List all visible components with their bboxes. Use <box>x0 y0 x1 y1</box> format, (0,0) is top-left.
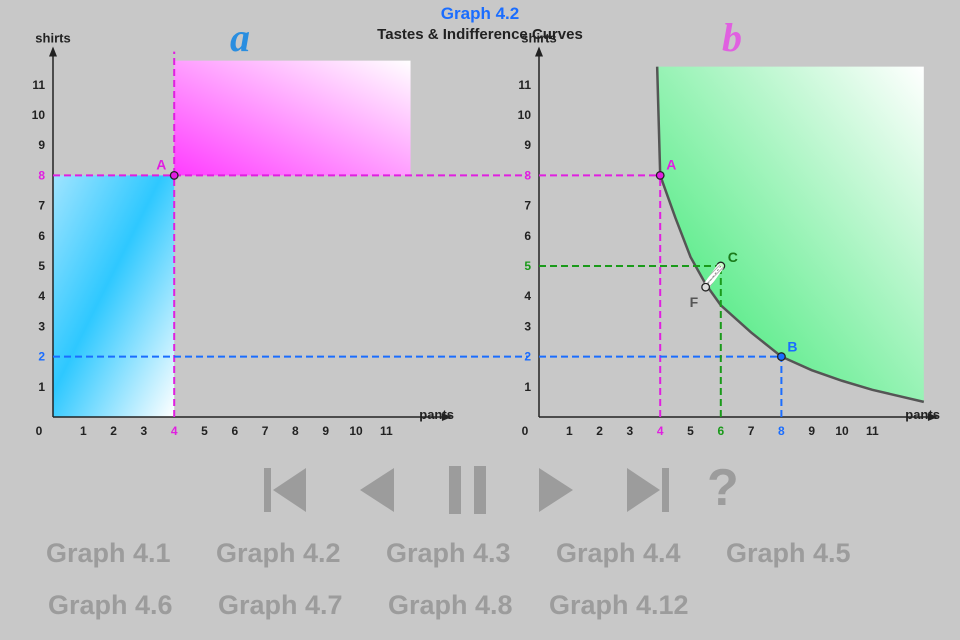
x-tick-label: 10 <box>349 424 363 438</box>
point-label-c: C <box>728 249 738 265</box>
preferred-region <box>657 66 924 402</box>
x-tick-label: 8 <box>778 424 785 438</box>
x-tick-label: 4 <box>657 424 664 438</box>
skip-forward-icon <box>627 468 669 512</box>
skip-back-icon <box>264 468 306 512</box>
x-tick-label: 10 <box>835 424 849 438</box>
prev-icon <box>360 468 394 512</box>
x-tick-label: 9 <box>808 424 815 438</box>
x-tick-label: 6 <box>717 424 724 438</box>
point-label-f: F <box>690 294 699 310</box>
graph-link-4-8[interactable]: Graph 4.8 <box>388 590 513 620</box>
x-tick-label: 5 <box>687 424 694 438</box>
graph-link-4-5[interactable]: Graph 4.5 <box>726 538 851 568</box>
y-tick-label: 5 <box>38 259 45 273</box>
x-axis-arrow <box>927 413 938 421</box>
page-subtitle: Tastes & Indifference Curves <box>377 26 583 43</box>
y-axis-arrow <box>535 46 543 57</box>
y-tick-label: 7 <box>524 199 531 213</box>
graph-link-4-12[interactable]: Graph 4.12 <box>549 590 689 620</box>
x-tick-label: 11 <box>866 424 879 438</box>
x-tick-label: 7 <box>748 424 755 438</box>
x-tick-label: 6 <box>231 424 238 438</box>
y-tick-label: 2 <box>524 350 531 364</box>
x-tick-label: 9 <box>322 424 329 438</box>
x-axis-arrow <box>441 413 452 421</box>
y-tick-label: 9 <box>38 138 45 152</box>
x-tick-label: 0 <box>522 424 529 438</box>
x-tick-label: 0 <box>36 424 43 438</box>
y-tick-label: 9 <box>524 138 531 152</box>
y-tick-label: 3 <box>38 319 45 333</box>
y-axis-label: shirts <box>35 31 70 46</box>
y-tick-label: 8 <box>38 168 45 182</box>
x-tick-label: 2 <box>110 424 117 438</box>
x-tick-label: 3 <box>627 424 634 438</box>
x-tick-label: 3 <box>141 424 148 438</box>
x-tick-label: 11 <box>380 424 393 438</box>
y-tick-label: 4 <box>524 289 531 303</box>
point-a <box>169 170 179 180</box>
y-tick-label: 4 <box>38 289 45 303</box>
point-label-a: A <box>666 156 676 172</box>
help-button[interactable]: ? <box>707 459 739 517</box>
y-tick-label: 1 <box>524 380 531 394</box>
x-axis-label: pants <box>905 407 940 422</box>
point-a <box>655 170 665 180</box>
page-title: Graph 4.2 <box>440 4 520 23</box>
y-axis-label: shirts <box>521 31 556 46</box>
y-tick-label: 5 <box>524 259 531 273</box>
first-button[interactable] <box>264 466 308 514</box>
point-label-b: B <box>787 339 797 355</box>
x-tick-label: 5 <box>201 424 208 438</box>
x-tick-label: 1 <box>566 424 573 438</box>
panel-b-label: b <box>722 15 742 60</box>
graph-link-4-6[interactable]: Graph 4.6 <box>48 590 173 620</box>
point-f <box>701 282 711 292</box>
x-axis-label: pants <box>419 407 454 422</box>
last-button[interactable] <box>625 466 669 514</box>
graph-link-4-3[interactable]: Graph 4.3 <box>386 538 511 568</box>
y-tick-label: 6 <box>38 229 45 243</box>
graph-link-4-7[interactable]: Graph 4.7 <box>218 590 343 620</box>
graph-link-4-1[interactable]: Graph 4.1 <box>46 538 171 568</box>
point-b <box>776 352 786 362</box>
y-axis-arrow <box>49 46 57 57</box>
x-tick-label: 7 <box>262 424 269 438</box>
region-worse <box>53 175 175 417</box>
x-tick-label: 8 <box>292 424 299 438</box>
graph-link-4-4[interactable]: Graph 4.4 <box>556 538 681 568</box>
y-tick-label: 8 <box>524 168 531 182</box>
next-icon <box>539 468 573 512</box>
graph-link-4-2[interactable]: Graph 4.2 <box>216 538 341 568</box>
y-tick-label: 10 <box>32 108 46 122</box>
y-tick-label: 1 <box>38 380 45 394</box>
region-better <box>174 60 411 176</box>
pause-icon <box>449 466 486 514</box>
panel-a-label: a <box>230 15 250 60</box>
x-tick-label: 2 <box>596 424 603 438</box>
x-tick-label: 1 <box>80 424 87 438</box>
y-tick-label: 11 <box>518 78 531 92</box>
y-tick-label: 6 <box>524 229 531 243</box>
next-button[interactable] <box>537 466 575 514</box>
y-tick-label: 3 <box>524 319 531 333</box>
y-tick-label: 7 <box>38 199 45 213</box>
x-tick-label: 4 <box>171 424 178 438</box>
prev-button[interactable] <box>358 466 396 514</box>
point-label-a: A <box>156 156 166 172</box>
y-tick-label: 11 <box>32 78 45 92</box>
y-tick-label: 2 <box>38 350 45 364</box>
y-tick-label: 10 <box>518 108 532 122</box>
indifference-curve <box>655 66 925 404</box>
pause-button[interactable] <box>448 464 488 516</box>
